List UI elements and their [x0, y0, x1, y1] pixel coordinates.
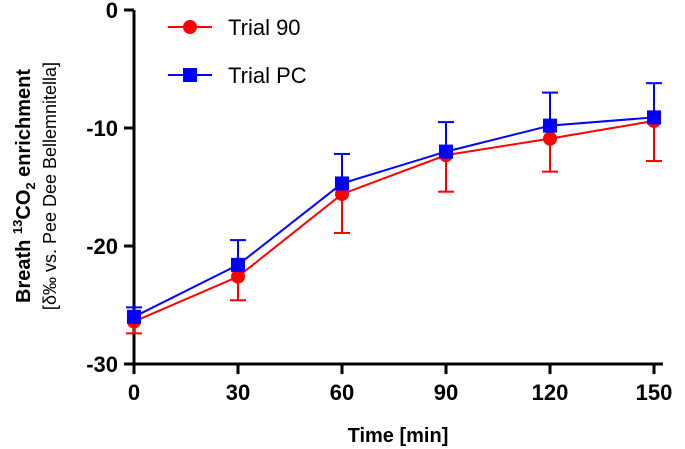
y-tick-label: -30	[86, 352, 118, 377]
data-point-trial-90	[543, 131, 557, 146]
x-tick-label: 30	[226, 380, 250, 405]
y-axis-title-units: [δ‰ vs. Pee Dee Bellemnitella]	[40, 62, 60, 310]
legend-label-trial-pc: Trial PC	[228, 63, 307, 88]
y-tick-label: 0	[106, 0, 118, 23]
legend-label-trial-90: Trial 90	[228, 15, 301, 40]
y-tick-label: -10	[86, 116, 118, 141]
svg-text:Breath 13CO2 enrichment: Breath 13CO2 enrichment	[10, 69, 38, 303]
data-point-trial-90	[335, 187, 349, 202]
x-tick-label: 60	[330, 380, 354, 405]
legend-marker-circle-icon	[183, 20, 197, 34]
series-line-trial-90	[133, 119, 655, 323]
x-axis-title: Time [min]	[348, 425, 449, 447]
y-axis-title-subscript: 2	[23, 182, 38, 189]
data-point-trial-pc	[231, 257, 245, 272]
x-tick-label: 120	[532, 380, 569, 405]
y-axis-title: Breath 13CO2 enrichment [δ‰ vs. Pee Dee …	[10, 62, 60, 310]
legend: Trial 90 Trial PC	[168, 15, 307, 88]
legend-item-trial-90: Trial 90	[168, 15, 301, 40]
data-point-trial-pc	[647, 110, 661, 125]
x-ticks: 0 30 60 90 120 150	[128, 364, 672, 405]
data-point-trial-90	[231, 269, 245, 284]
y-axis-title-chem: CO	[13, 190, 35, 220]
data-point-trial-pc	[127, 309, 141, 324]
series-trial-pc	[126, 82, 662, 324]
data-point-trial-pc	[543, 118, 557, 133]
y-axis-title-main: Breath	[13, 234, 35, 303]
y-axis-title-suffix: enrichment	[13, 69, 35, 183]
series-trial-90	[126, 113, 662, 335]
y-tick-label: -20	[86, 234, 118, 259]
data-point-trial-pc	[439, 144, 453, 159]
x-tick-label: 90	[434, 380, 458, 405]
series-line-trial-pc	[133, 116, 655, 318]
legend-item-trial-pc: Trial PC	[168, 63, 307, 88]
data-point-trial-pc	[335, 176, 349, 191]
legend-marker-square-icon	[183, 68, 197, 82]
y-ticks: 0 -10 -20 -30	[86, 0, 134, 377]
x-tick-label: 0	[128, 380, 140, 405]
y-axis-title-superscript: 13	[10, 220, 25, 234]
x-tick-label: 150	[636, 380, 673, 405]
series-layer	[126, 82, 662, 335]
